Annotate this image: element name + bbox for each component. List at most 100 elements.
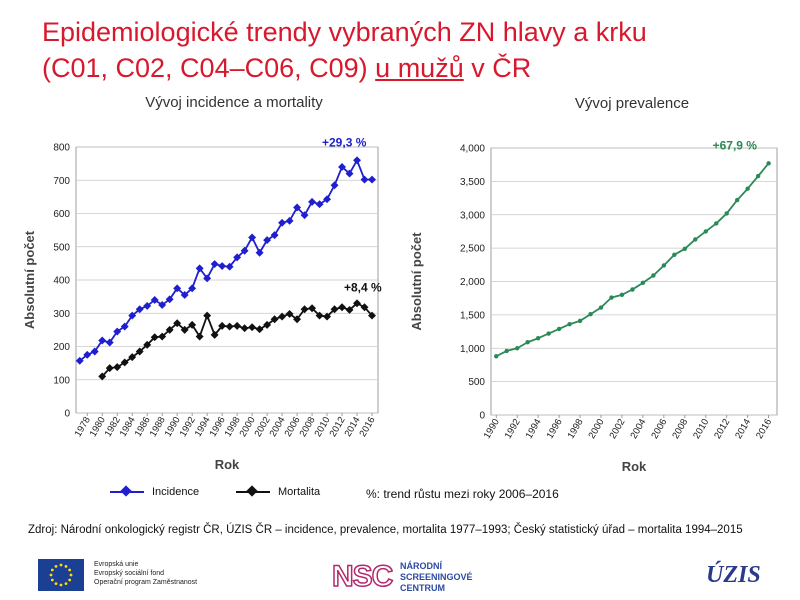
data-point-prevalence	[745, 186, 750, 191]
data-point-incidence	[165, 295, 174, 304]
data-point-mortalita	[195, 332, 204, 341]
data-point-incidence	[353, 156, 361, 165]
y-tick-label: 500	[53, 242, 70, 253]
data-point-incidence	[240, 246, 249, 255]
eu-star	[54, 582, 58, 586]
y-tick-label: 1,000	[460, 344, 485, 355]
data-point-prevalence	[651, 273, 656, 278]
data-point-mortalita	[278, 312, 287, 321]
x-tick-label: 2016	[754, 417, 774, 441]
source-note: Zdroj: Národní onkologický registr ČR, Ú…	[28, 524, 743, 536]
data-point-incidence	[368, 175, 376, 184]
eu-flag-logo	[38, 559, 84, 591]
data-point-incidence	[315, 200, 324, 209]
data-point-incidence	[293, 203, 302, 212]
data-point-mortalita	[158, 332, 167, 341]
x-tick-label: 1996	[545, 417, 565, 441]
eu-text: Evropská unie Evropský sociální fond Ope…	[94, 560, 197, 587]
eu-star	[69, 573, 73, 577]
data-point-incidence	[135, 305, 144, 314]
data-point-mortalita	[210, 330, 219, 339]
title-line-1: Epidemiologické trendy vybraných ZN hlav…	[42, 17, 647, 47]
y-tick-label: 2,000	[460, 277, 485, 288]
data-point-mortalita	[143, 340, 152, 349]
data-point-incidence	[278, 218, 287, 227]
data-point-mortalita	[240, 324, 249, 333]
title-line-2-prefix: (C01, C02, C04–C06, C09)	[42, 53, 376, 83]
series-line-incidence	[79, 159, 373, 362]
x-tick-label: 2004	[628, 417, 648, 441]
data-point-mortalita	[315, 311, 324, 320]
data-point-incidence	[195, 264, 204, 273]
data-point-prevalence	[640, 280, 646, 286]
data-point-incidence	[360, 175, 369, 184]
data-point-prevalence	[494, 354, 499, 359]
title-line-2-underlined: u mužů	[375, 53, 464, 83]
y-tick-label: 4,000	[460, 144, 485, 155]
data-point-prevalence	[619, 292, 625, 298]
data-point-incidence	[150, 295, 159, 304]
y-tick-label: 2,500	[460, 244, 485, 255]
y-axis-label: Absolutní počet	[22, 230, 37, 329]
chart-title-incidence-mortality: Vývoj incidence a mortality	[145, 94, 323, 111]
data-point-prevalence	[755, 173, 761, 179]
data-point-incidence	[218, 262, 227, 270]
data-point-prevalence	[577, 318, 583, 324]
data-point-mortalita	[180, 325, 189, 334]
x-tick-label: 2016	[358, 415, 378, 439]
data-point-incidence	[255, 248, 264, 257]
nsc-logo: NSC NÁRODNÍ SCREENINGOVÉ CENTRUM	[331, 558, 492, 598]
x-tick-label: 1998	[566, 417, 586, 441]
y-tick-label: 0	[479, 411, 485, 422]
data-point-incidence	[323, 195, 332, 204]
data-point-incidence	[270, 231, 279, 240]
data-point-incidence	[263, 236, 272, 245]
data-point-incidence	[173, 284, 182, 293]
footer: Evropská unie Evropský sociální fond Ope…	[0, 556, 800, 600]
x-axis-label: Rok	[622, 459, 647, 474]
eu-star	[49, 573, 53, 577]
data-point-prevalence	[714, 221, 719, 226]
uzis-text: ÚZIS	[706, 562, 761, 588]
data-point-mortalita	[233, 321, 242, 330]
data-point-incidence	[285, 216, 294, 225]
y-tick-label: 100	[53, 375, 70, 386]
y-tick-label: 500	[468, 377, 485, 388]
nsc-line: NÁRODNÍ	[400, 561, 442, 571]
data-point-prevalence	[766, 161, 771, 166]
data-point-prevalence	[682, 246, 688, 251]
eu-star	[59, 563, 63, 567]
data-point-mortalita	[263, 320, 272, 329]
uzis-logo: ÚZIS	[706, 556, 776, 596]
legend-incidence: Incidence	[110, 485, 200, 498]
chart-title-prevalence: Vývoj prevalence	[574, 95, 690, 112]
legend-incidence-label: Incidence	[152, 486, 200, 498]
data-point-incidence	[210, 260, 219, 268]
data-point-prevalence	[693, 237, 698, 242]
y-tick-label: 3,500	[460, 177, 485, 188]
series-line-prevalence	[495, 162, 770, 358]
trend-annotation: +8,4 %	[344, 280, 382, 294]
data-point-prevalence	[535, 336, 541, 341]
eu-line: Evropská unie	[94, 561, 139, 568]
trend-annotation: +67,9 %	[713, 138, 758, 152]
data-point-mortalita	[173, 319, 182, 328]
title-line-2: (C01, C02, C04–C06, C09) u mužů v ČR	[42, 50, 782, 86]
eu-star	[59, 583, 63, 587]
data-point-incidence	[225, 262, 234, 271]
legend-mortalita: Mortalita	[236, 485, 320, 498]
y-tick-label: 200	[53, 342, 70, 353]
data-point-prevalence	[630, 287, 635, 292]
x-tick-label: 2014	[733, 417, 753, 441]
data-point-prevalence	[661, 263, 667, 268]
legend-mortalita-marker	[236, 485, 270, 497]
legend-incidence-marker	[110, 485, 144, 497]
eu-star	[54, 564, 58, 568]
data-point-mortalita	[188, 320, 197, 329]
data-point-incidence	[180, 291, 189, 299]
y-tick-label: 800	[53, 143, 70, 154]
data-point-mortalita	[255, 325, 264, 334]
y-axis-label: Absolutní počet	[409, 232, 424, 331]
data-point-prevalence	[546, 331, 551, 336]
x-tick-label: 2000	[587, 417, 607, 441]
